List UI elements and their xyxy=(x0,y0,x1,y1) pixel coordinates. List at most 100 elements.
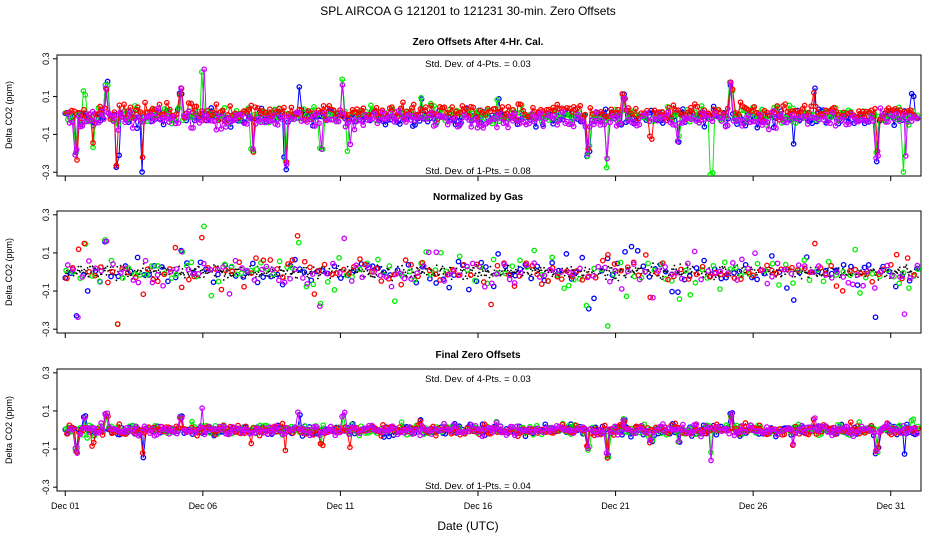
mean-point xyxy=(203,276,205,278)
gas4-point xyxy=(437,112,444,119)
gas1-point xyxy=(301,269,308,276)
gas4-segment xyxy=(349,119,353,145)
gas4-point xyxy=(383,274,390,280)
mean-point xyxy=(89,265,91,268)
gas2-point xyxy=(253,266,260,273)
gas3-segment xyxy=(682,113,687,120)
mean-point xyxy=(435,264,438,267)
gas4-segment xyxy=(203,69,207,116)
gas4-segment xyxy=(603,124,608,159)
mean-point xyxy=(66,269,68,272)
mean-point xyxy=(225,270,228,272)
gas4-point xyxy=(788,270,795,277)
gas4-point xyxy=(650,294,656,301)
gas3-point xyxy=(904,255,911,261)
mean-point xyxy=(660,267,663,270)
mean-point xyxy=(212,264,215,266)
mean-point xyxy=(462,278,465,280)
gas4-point xyxy=(759,122,766,128)
gas4-point xyxy=(120,114,126,121)
gas4-segment xyxy=(435,115,439,125)
mean-point xyxy=(439,269,441,272)
gas1-point xyxy=(604,255,611,262)
gas3-point xyxy=(289,257,296,263)
mean-point xyxy=(343,269,346,272)
mean-point xyxy=(226,276,229,279)
mean-point xyxy=(860,269,862,272)
mean-point xyxy=(404,271,407,274)
panel-1: Delta CO2 (ppm) Std. Dev. of 4-Pts. = 0.… xyxy=(4,53,922,181)
gas4-point xyxy=(169,113,176,120)
mean-point xyxy=(816,275,819,278)
gas4-point xyxy=(231,117,238,124)
gas4-point xyxy=(828,275,835,281)
gas1-point xyxy=(528,275,534,282)
gas4-point xyxy=(395,107,402,114)
gas4-point xyxy=(85,111,92,117)
gas3-point xyxy=(511,283,518,290)
mean-point xyxy=(604,274,607,277)
x-tick-label: Dec 01 xyxy=(51,501,80,511)
mean-point xyxy=(416,267,419,270)
panel-3-stat-top: Std. Dev. of 4-Pts. = 0.03 xyxy=(425,374,531,385)
gas3-point xyxy=(494,262,501,269)
x-tick-label: Dec 21 xyxy=(601,501,630,511)
mean-point xyxy=(652,262,654,265)
panel-2-ylabel: Delta CO2 (ppm) xyxy=(4,238,14,306)
gas3-point xyxy=(267,257,274,263)
mean-point xyxy=(271,268,274,271)
gas4-segment xyxy=(789,114,793,121)
gas2-point xyxy=(386,263,393,269)
mean-point xyxy=(286,269,289,272)
gas2-point xyxy=(549,254,556,261)
gas4-point xyxy=(887,112,894,119)
gas4-point xyxy=(476,263,483,270)
gas4-segment xyxy=(347,122,351,145)
gas3-point xyxy=(864,270,870,277)
gas4-point xyxy=(718,118,725,124)
mean-point xyxy=(157,269,160,272)
gas4-segment xyxy=(318,123,323,150)
gas3-point xyxy=(288,104,295,111)
y-tick-label: -0.3 xyxy=(41,164,51,180)
gas2-point xyxy=(801,257,808,263)
gas4-point xyxy=(815,263,822,269)
gas4-point xyxy=(897,273,903,280)
x-tick-label: Dec 06 xyxy=(189,501,218,511)
gas4-point xyxy=(420,263,427,269)
gas4-segment xyxy=(638,115,642,125)
gas4-point xyxy=(535,115,542,121)
gas2-segment xyxy=(606,117,610,168)
gas4-segment xyxy=(512,113,515,121)
mean-point xyxy=(474,272,477,275)
gas4-point xyxy=(389,113,396,120)
mean-point xyxy=(491,273,493,275)
mean-point xyxy=(543,266,545,269)
mean-point xyxy=(584,266,587,269)
gas3-point xyxy=(432,271,439,278)
gas3-point xyxy=(564,104,570,111)
gas4-point xyxy=(577,265,583,272)
gas3-point xyxy=(911,272,918,278)
gas3-segment xyxy=(198,110,203,117)
gas3-segment xyxy=(815,106,819,113)
gas3-point xyxy=(444,109,450,116)
gas4-segment xyxy=(879,107,884,116)
gas4-point xyxy=(149,279,156,286)
mean-point xyxy=(425,273,428,276)
mean-point xyxy=(649,271,652,274)
gas3-point xyxy=(545,278,551,284)
gas2-point xyxy=(623,293,630,300)
gas1-segment xyxy=(299,414,303,437)
mean-point xyxy=(463,268,465,271)
mean-point xyxy=(222,279,225,281)
mean-point xyxy=(627,270,630,273)
gas4-point xyxy=(379,109,386,115)
gas1-point xyxy=(675,289,681,295)
gas4-point xyxy=(890,116,897,122)
gas4-point xyxy=(575,111,581,118)
gas4-point xyxy=(493,271,500,277)
gas2-point xyxy=(900,269,907,276)
gas3-point xyxy=(326,102,333,109)
gas2-segment xyxy=(199,72,203,116)
